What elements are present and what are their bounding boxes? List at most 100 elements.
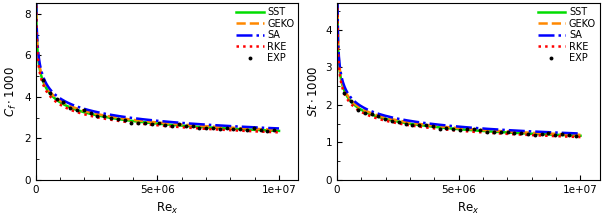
EXP: [237, 128, 244, 131]
EXP: [155, 122, 162, 125]
EXP: [565, 134, 572, 136]
SST: [176, 124, 183, 127]
SA: [237, 125, 244, 128]
EXP: [53, 97, 60, 100]
GEKO: [477, 129, 485, 131]
EXP: [483, 131, 491, 133]
RKE: [333, 0, 341, 3]
RKE: [177, 126, 185, 129]
EXP: [257, 129, 264, 131]
EXP: [195, 127, 203, 129]
SA: [577, 132, 584, 135]
GEKO: [538, 132, 546, 135]
Y-axis label: $C_f \cdot 1000$: $C_f \cdot 1000$: [4, 66, 19, 117]
EXP: [142, 122, 149, 124]
Line: RKE: RKE: [337, 1, 580, 137]
EXP: [148, 123, 155, 125]
GEKO: [253, 128, 260, 130]
SA: [479, 127, 486, 130]
EXP: [422, 124, 430, 126]
EXP: [121, 118, 128, 121]
EXP: [456, 129, 463, 131]
EXP: [100, 115, 108, 117]
GEKO: [176, 123, 183, 126]
EXP: [517, 132, 525, 135]
RKE: [479, 131, 486, 134]
SA: [253, 126, 260, 129]
EXP: [544, 132, 552, 135]
SST: [335, 46, 342, 49]
EXP: [94, 115, 101, 117]
GEKO: [479, 129, 486, 131]
GEKO: [181, 124, 188, 126]
SST: [33, 32, 41, 34]
EXP: [443, 126, 450, 129]
EXP: [511, 132, 518, 134]
SA: [33, 24, 41, 27]
EXP: [436, 128, 443, 130]
GEKO: [554, 133, 561, 135]
EXP: [531, 134, 538, 136]
SST: [477, 130, 485, 132]
EXP: [429, 125, 436, 128]
RKE: [554, 135, 561, 138]
EXP: [87, 112, 94, 114]
X-axis label: Re$_x$: Re$_x$: [156, 200, 178, 215]
EXP: [470, 128, 477, 131]
GEKO: [577, 134, 584, 136]
EXP: [67, 106, 74, 109]
EXP: [134, 122, 142, 125]
RKE: [176, 126, 183, 128]
EXP: [243, 129, 250, 131]
EXP: [355, 109, 362, 111]
EXP: [552, 134, 559, 136]
EXP: [368, 113, 375, 116]
EXP: [504, 130, 511, 133]
EXP: [162, 124, 169, 127]
SST: [253, 129, 260, 131]
EXP: [270, 129, 278, 131]
Y-axis label: $St \cdot 1000$: $St \cdot 1000$: [307, 66, 320, 117]
EXP: [477, 129, 484, 131]
Line: RKE: RKE: [36, 0, 279, 132]
Line: EXP: EXP: [41, 78, 276, 133]
EXP: [463, 128, 471, 131]
RKE: [33, 36, 41, 39]
SA: [554, 131, 561, 134]
EXP: [264, 130, 271, 133]
EXP: [395, 121, 402, 123]
EXP: [182, 125, 189, 127]
Line: SA: SA: [36, 0, 279, 128]
EXP: [497, 131, 505, 133]
SA: [181, 122, 188, 124]
RKE: [253, 130, 260, 133]
RKE: [577, 136, 584, 138]
Line: SST: SST: [36, 0, 279, 131]
SA: [177, 122, 185, 124]
EXP: [347, 100, 355, 103]
SA: [335, 39, 342, 42]
EXP: [175, 123, 183, 125]
EXP: [525, 133, 532, 136]
GEKO: [33, 29, 41, 31]
Legend: SST, GEKO, SA, RKE, EXP: SST, GEKO, SA, RKE, EXP: [234, 5, 296, 65]
EXP: [250, 127, 257, 129]
EXP: [114, 118, 122, 121]
EXP: [107, 117, 114, 120]
EXP: [374, 115, 382, 117]
SST: [538, 133, 546, 136]
X-axis label: Re$_x$: Re$_x$: [457, 200, 480, 215]
SST: [275, 130, 283, 132]
EXP: [80, 109, 87, 111]
SST: [554, 134, 561, 136]
SST: [482, 130, 489, 132]
EXP: [538, 132, 545, 135]
EXP: [416, 124, 423, 127]
EXP: [230, 128, 237, 131]
RKE: [538, 134, 546, 137]
RKE: [275, 131, 283, 134]
EXP: [223, 127, 230, 129]
EXP: [491, 131, 498, 133]
GEKO: [237, 127, 244, 129]
Line: SST: SST: [337, 0, 580, 136]
